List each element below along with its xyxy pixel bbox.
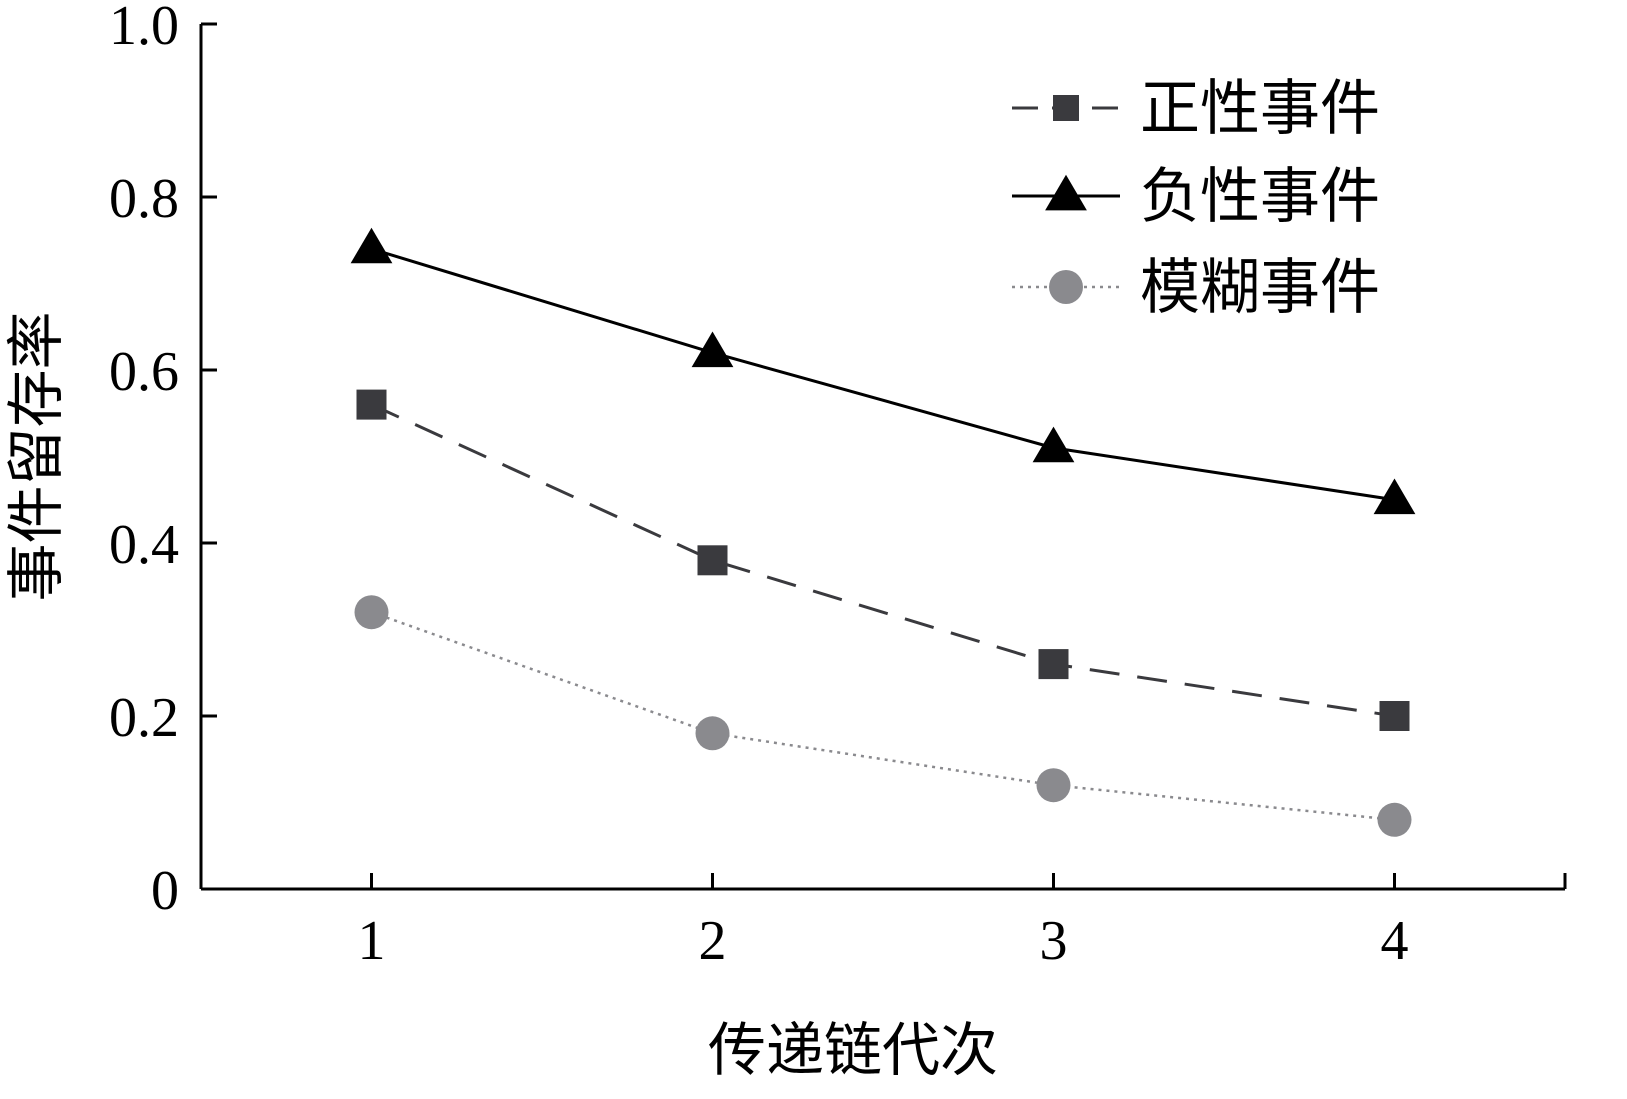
data-point <box>695 716 730 751</box>
legend-marker <box>1053 95 1079 121</box>
legend-item: 负性事件 <box>1012 164 1380 230</box>
data-point <box>697 545 728 576</box>
data-point <box>1377 802 1412 837</box>
series-layer <box>350 227 1416 837</box>
y-tick-label: 0.8 <box>109 168 179 230</box>
x-tick-label: 2 <box>699 910 727 972</box>
series-2 <box>350 227 1416 515</box>
axes: 0 0.2 0.4 0.6 0.8 1.0 1 2 3 4 <box>109 0 1567 972</box>
data-point <box>350 227 393 264</box>
series-line <box>371 611 1395 822</box>
series-3 <box>354 595 1412 837</box>
y-tick-label: 1.0 <box>109 0 179 57</box>
data-point <box>691 331 734 368</box>
x-tick-label: 1 <box>358 910 386 972</box>
x-tick-label: 3 <box>1040 910 1068 972</box>
series-1 <box>356 389 1410 731</box>
y-axis-title: 事件留存率 <box>4 311 69 601</box>
legend-item: 正性事件 <box>1012 76 1380 142</box>
legend-label: 负性事件 <box>1140 164 1380 230</box>
legend-label: 正性事件 <box>1140 76 1380 142</box>
data-point <box>1379 701 1410 731</box>
y-tick-label: 0.6 <box>109 341 179 403</box>
legend-item: 模糊事件 <box>1012 255 1380 321</box>
data-point <box>1036 768 1071 803</box>
series-line <box>371 247 1395 502</box>
series-line <box>370 403 1395 718</box>
data-point <box>1032 426 1075 463</box>
data-point <box>356 389 387 420</box>
x-axis-title: 传递链代次 <box>708 1018 998 1083</box>
data-point <box>1373 478 1416 515</box>
legend-label: 模糊事件 <box>1140 255 1380 321</box>
data-point <box>354 595 389 630</box>
y-tick-label: 0.4 <box>109 514 179 576</box>
data-point <box>1038 649 1069 680</box>
y-tick-label: 0.2 <box>109 687 179 749</box>
x-tick-label: 4 <box>1381 910 1409 972</box>
legend-marker <box>1045 174 1087 211</box>
legend-marker <box>1049 270 1083 304</box>
y-tick-label: 0 <box>151 860 179 922</box>
